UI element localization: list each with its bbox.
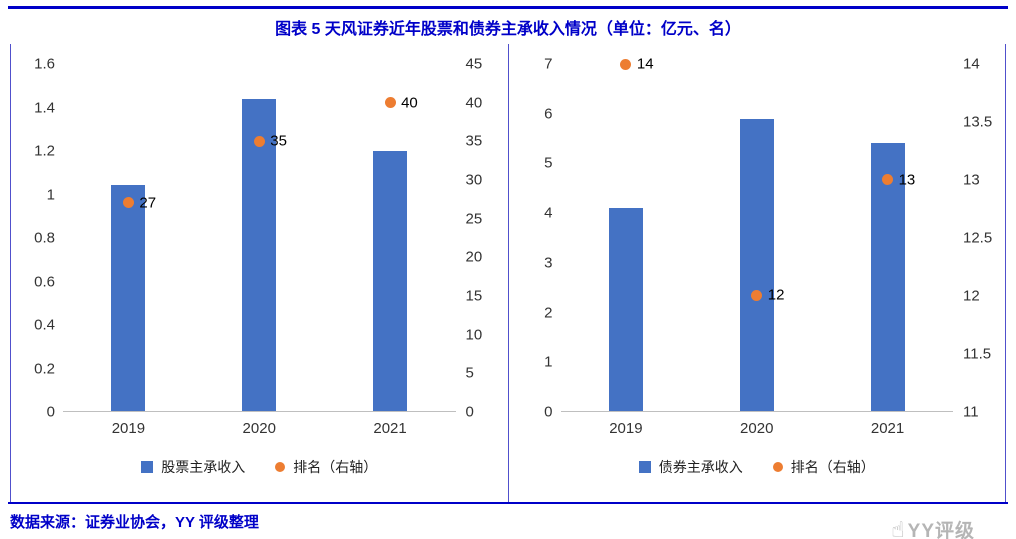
legend: 债券主承收入 排名（右轴）: [509, 457, 1006, 477]
legend-label: 排名（右轴）: [293, 459, 378, 475]
left-y-axis-tick: 0: [544, 403, 553, 421]
legend-item: 排名（右轴）: [772, 457, 875, 477]
right-y-axis-tick: 35: [465, 132, 483, 150]
right-y-axis-tick: 11: [963, 403, 979, 421]
bar-2021: [373, 150, 408, 411]
x-axis-labels: 2019 2020 2021: [63, 420, 456, 437]
right-y-axis-tick: 12: [963, 287, 980, 305]
rank-dot-2020: [751, 289, 763, 301]
left-y-axis: 0 1 2 3 4 5 6 7: [515, 57, 561, 420]
legend-bar-swatch-icon: [638, 461, 651, 473]
x-axis-label: 2021: [373, 420, 407, 437]
x-axis-label: 2021: [870, 420, 905, 437]
right-y-axis-tick: 30: [465, 171, 483, 189]
right-y-axis-tick: 13.5: [963, 113, 993, 131]
legend-dot-swatch-icon: [772, 462, 783, 472]
legend-item: 排名（右轴）: [275, 457, 377, 477]
x-axis-label: 2019: [111, 420, 146, 437]
left-y-axis-tick: 0.4: [34, 316, 55, 334]
bar-2021: [870, 143, 905, 411]
watermark-label: YY评级: [907, 521, 975, 539]
bar-2019: [608, 207, 643, 411]
left-y-axis-tick: 6: [544, 105, 553, 123]
legend-item: 债券主承收入: [638, 457, 743, 477]
right-y-axis-tick: 0: [465, 403, 474, 421]
right-y-axis-tick: 20: [465, 248, 483, 266]
left-y-axis-tick: 1.4: [34, 99, 55, 116]
left-y-axis-tick: 7: [544, 55, 553, 73]
left-y-axis-tick: 0.2: [34, 360, 55, 377]
data-source-note: 数据来源：证券业协会，YY 评级整理: [10, 514, 259, 531]
right-y-axis: 11 11.5 12 12.5 13 13.5 14: [953, 57, 999, 420]
plot-row: 0 0.2 0.4 0.6 0.8 1 1.2 1.4 1.6 27 35 40 0 5 10 15 20 2…: [11, 57, 508, 420]
left-y-axis-tick: 0.6: [34, 273, 55, 290]
right-y-axis-tick: 12.5: [963, 229, 993, 247]
bar-2019: [111, 185, 146, 411]
right-y-axis-tick: 40: [465, 94, 483, 112]
right-y-axis-tick: 15: [465, 287, 483, 305]
right-y-axis-tick: 45: [465, 55, 483, 73]
right-y-axis-tick: 13: [963, 171, 980, 189]
legend-bar-swatch-icon: [141, 461, 154, 473]
left-y-axis-tick: 1.2: [34, 142, 55, 160]
rank-dot-2021: [384, 97, 396, 109]
right-y-axis-tick: 11.5: [963, 345, 992, 363]
plot-area: 14 12 13: [560, 57, 953, 412]
figure-title: 图表 5 天风证券近年股票和债券主承收入情况（单位：亿元、名）: [275, 21, 741, 38]
left-y-axis-tick: 4: [544, 204, 553, 222]
mid-rule: [8, 502, 1008, 504]
legend-label: 股票主承收入: [161, 459, 246, 475]
rank-dot-label: 12: [767, 286, 785, 304]
x-axis-label: 2020: [242, 420, 276, 437]
rank-dot-label: 27: [139, 194, 157, 212]
rank-dot-label: 14: [636, 55, 654, 73]
rank-dot-2019: [122, 197, 134, 209]
stock-underwriting-chart: 0 0.2 0.4 0.6 0.8 1 1.2 1.4 1.6 27 35 40 0 5 10 15 20 2…: [11, 44, 508, 502]
right-y-axis-tick: 25: [465, 210, 483, 228]
legend-label: 债券主承收入: [658, 459, 743, 475]
right-y-axis-tick: 14: [963, 55, 980, 73]
legend-dot-swatch-icon: [275, 462, 286, 472]
rank-dot-label: 35: [270, 132, 287, 150]
rank-dot-label: 40: [401, 94, 418, 112]
rank-dot-label: 13: [898, 171, 916, 189]
left-y-axis-tick: 3: [544, 254, 553, 272]
legend-label: 排名（右轴）: [790, 459, 875, 475]
bar-2020: [739, 118, 774, 411]
hand-icon: ☝: [891, 516, 906, 539]
left-y-axis-tick: 2: [544, 304, 553, 322]
x-axis-label: 2019: [609, 420, 643, 437]
rank-dot-2021: [882, 174, 894, 186]
left-y-axis-tick: 1.6: [34, 55, 55, 73]
figure-panel: 0 0.2 0.4 0.6 0.8 1 1.2 1.4 1.6 27 35 40 0 5 10 15 20 2…: [10, 44, 1006, 539]
left-y-axis-tick: 1: [46, 186, 55, 203]
legend: 股票主承收入 排名（右轴）: [11, 457, 508, 477]
plot-area: 27 35 40: [63, 64, 456, 412]
left-y-axis-tick: 0: [46, 403, 55, 421]
bar-2020: [242, 98, 277, 411]
left-y-axis-tick: 1: [544, 353, 553, 371]
right-y-axis-tick: 5: [465, 364, 474, 382]
yy-rating-watermark: ☝ YY评级: [891, 516, 975, 539]
right-y-axis-tick: 10: [465, 326, 483, 344]
top-rule: [8, 6, 1008, 9]
x-axis-labels: 2019 2020 2021: [561, 420, 954, 437]
rank-dot-2020: [253, 135, 265, 147]
rank-dot-2019: [620, 58, 632, 70]
right-y-axis: 0 5 10 15 20 25 30 35 40 45: [456, 57, 502, 420]
legend-item: 股票主承收入: [141, 457, 245, 477]
left-y-axis: 0 0.2 0.4 0.6 0.8 1 1.2 1.4 1.6: [17, 57, 63, 420]
left-y-axis-tick: 0.8: [34, 229, 55, 247]
x-axis-label: 2020: [740, 420, 774, 437]
left-y-axis-tick: 5: [544, 154, 553, 172]
